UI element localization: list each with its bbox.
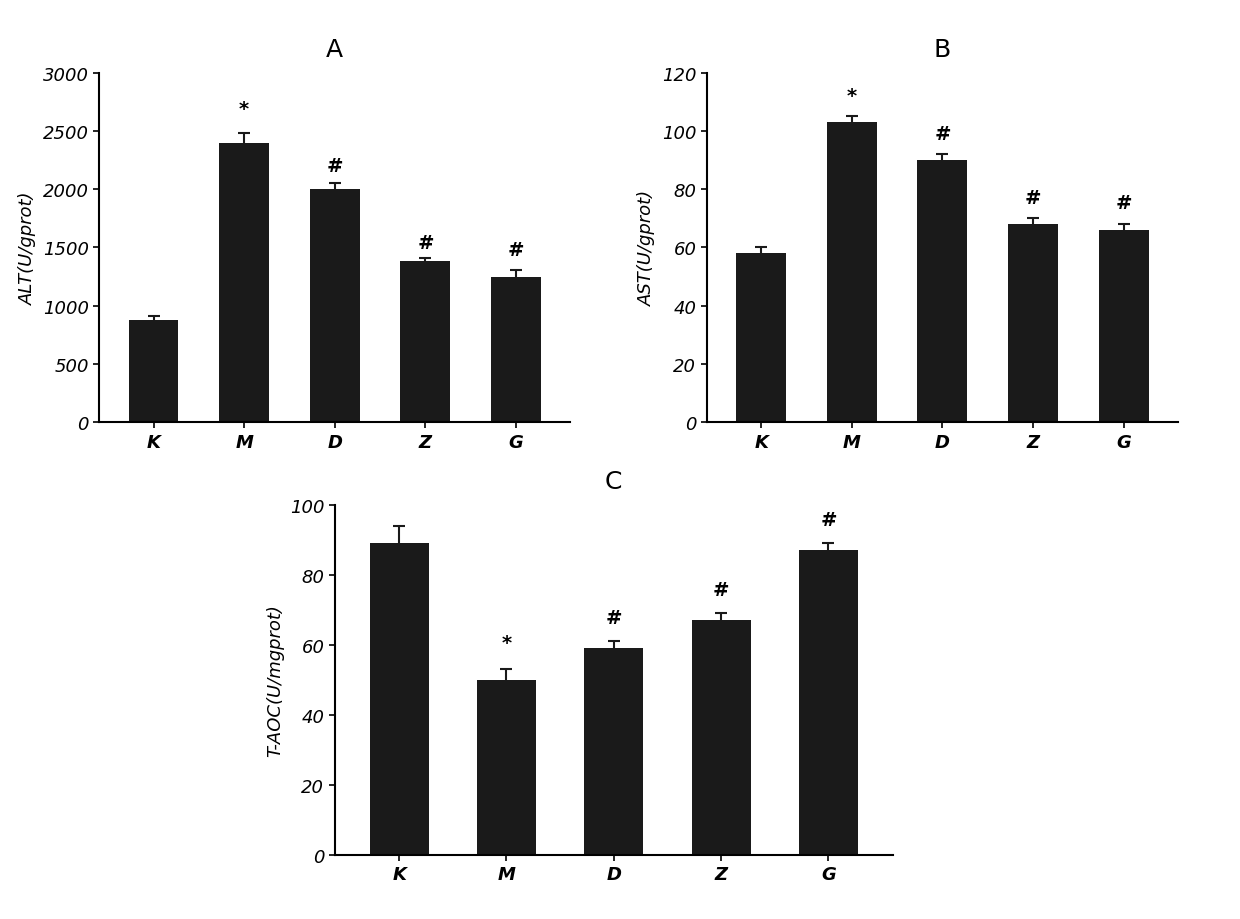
Bar — [1008, 225, 1058, 423]
Y-axis label: ALT(U/gprot): ALT(U/gprot) — [20, 191, 37, 305]
Bar — [1099, 231, 1148, 423]
Text: #: # — [934, 124, 951, 143]
Bar — [692, 620, 750, 855]
Y-axis label: T-AOC(U/mgprot): T-AOC(U/mgprot) — [267, 604, 284, 756]
Text: #: # — [713, 581, 729, 600]
Bar — [799, 550, 858, 855]
Text: #: # — [417, 233, 434, 253]
Text: #: # — [508, 241, 525, 260]
Bar — [310, 190, 360, 423]
Text: #: # — [605, 608, 622, 628]
Text: *: * — [239, 100, 249, 119]
Bar — [477, 680, 536, 855]
Bar — [827, 123, 877, 423]
Text: #: # — [820, 511, 837, 530]
Text: *: * — [501, 633, 512, 652]
Y-axis label: AST(U/gprot): AST(U/gprot) — [639, 190, 656, 306]
Bar — [129, 321, 179, 423]
Bar — [584, 649, 644, 855]
Bar — [491, 278, 541, 423]
Bar — [219, 143, 269, 423]
Text: *: * — [847, 86, 857, 106]
Bar — [737, 254, 786, 423]
Text: #: # — [1116, 194, 1132, 213]
Text: #: # — [326, 157, 343, 176]
Bar — [370, 544, 429, 855]
Title: C: C — [605, 470, 622, 494]
Bar — [918, 161, 967, 423]
Bar — [401, 262, 450, 423]
Title: A: A — [326, 38, 343, 62]
Title: B: B — [934, 38, 951, 62]
Text: #: # — [1024, 188, 1042, 208]
